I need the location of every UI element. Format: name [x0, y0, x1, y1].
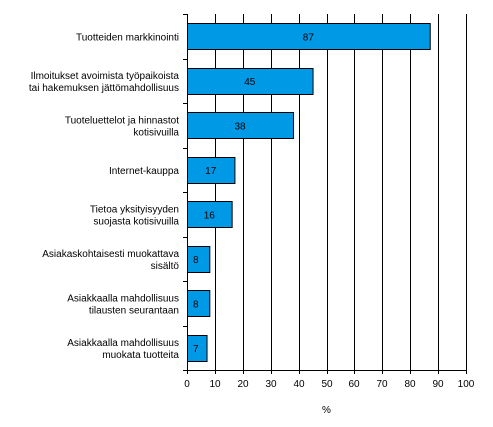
category-label: Tuotteiden markkinointi: [76, 32, 179, 43]
bar: [187, 23, 431, 50]
x-axis-title: %: [322, 405, 331, 416]
category-label: Asiakaskohtaisesti muokattava sisältö: [42, 249, 179, 272]
category-label: Internet-kauppa: [109, 166, 179, 177]
bar-value-label: 16: [204, 210, 216, 221]
bar-value-label: 45: [244, 77, 256, 88]
x-tick-label: 20: [237, 379, 249, 390]
category-label: Ilmoitukset avoimista työpaikoista tai ha…: [29, 71, 180, 94]
axes: [183, 14, 467, 374]
bar: [187, 290, 211, 317]
bar: [187, 246, 211, 273]
x-tick-label: 30: [265, 379, 277, 390]
x-tick-label: 10: [209, 379, 221, 390]
bar-value-label: 17: [205, 166, 217, 177]
category-label: Asiakkaalla mahdollisuus muokata tuotteit…: [67, 338, 179, 361]
bars: [187, 23, 431, 362]
x-tick-label: 50: [321, 379, 333, 390]
x-tick-label: 70: [376, 379, 388, 390]
category-label: Tuoteluettelot ja hinnastot kotisivuilla: [65, 115, 180, 138]
bar-value-label: 87: [303, 32, 315, 43]
x-tick-label: 90: [432, 379, 444, 390]
bar-value-label: 8: [193, 299, 199, 310]
x-tick-label: 80: [404, 379, 416, 390]
x-tick-label: 100: [458, 379, 475, 390]
bar-value-label: 8: [193, 255, 199, 266]
x-tick-label: 0: [184, 379, 190, 390]
gridlines: [215, 14, 467, 370]
x-tick-label: 60: [348, 379, 360, 390]
bar-value-label: 38: [234, 121, 246, 132]
x-tick-label: 40: [293, 379, 305, 390]
category-label: Tietoa yksityisyyden suojasta kotisivuill…: [90, 204, 180, 227]
category-label: Asiakkaalla mahdollisuus tilausten seuran…: [67, 293, 179, 316]
bar-value-label: 7: [193, 344, 199, 355]
